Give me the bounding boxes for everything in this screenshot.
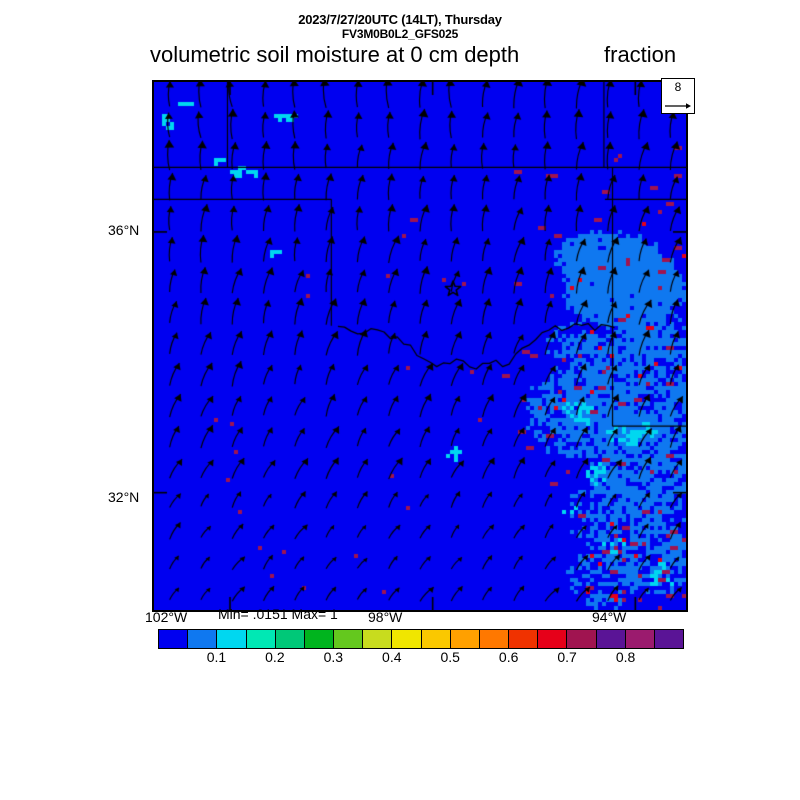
colorbar [158, 629, 684, 649]
colorbar-tick-0.8: 0.8 [615, 649, 636, 665]
colorbar-segment-9 [421, 630, 451, 648]
colorbar-segment-17 [654, 630, 684, 648]
lon-tick-102w: 102°W [145, 609, 188, 625]
colorbar-tick-0.7: 0.7 [557, 649, 577, 665]
colorbar-tick-0.3: 0.3 [323, 649, 344, 665]
units-label: fraction [604, 42, 677, 67]
colorbar-tick-labels: 0.1 0.2 0.3 0.4 0.5 0.6 0.7 0.8 [158, 649, 684, 669]
colorbar-segment-3 [246, 630, 276, 648]
colorbar-segment-0 [159, 630, 189, 648]
colorbar-segment-15 [596, 630, 626, 648]
colorbar-segment-4 [275, 630, 305, 648]
colorbar-tick-0.4: 0.4 [382, 649, 402, 665]
lat-tick-36n: 36°N [108, 222, 140, 238]
colorbar-segment-5 [304, 630, 335, 648]
colorbar-tick-0.6: 0.6 [498, 649, 519, 665]
colorbar-segment-6 [334, 630, 364, 648]
colorbar-segment-11 [479, 630, 510, 648]
colorbar-tick-0.2: 0.2 [265, 649, 285, 665]
vector-reference-value: 8 [674, 80, 682, 94]
title-model-id: FV3M0B0L2_GFS025 [341, 27, 459, 41]
lon-tick-94w: 94°W [592, 609, 627, 625]
colorbar-segment-7 [363, 630, 393, 648]
colorbar-segment-10 [450, 630, 480, 648]
colorbar-segment-1 [188, 630, 218, 648]
colorbar-segment-14 [567, 630, 597, 648]
colorbar-segment-16 [625, 630, 655, 648]
vector-reference-key: 8 [661, 78, 695, 114]
soil-moisture-raster [154, 82, 686, 610]
min-max-annotation: Min= .0151 Max= 1 [218, 606, 338, 622]
colorbar-segment-8 [392, 630, 422, 648]
lat-tick-32n: 32°N [108, 489, 140, 505]
page-title: volumetric soil moisture at 0 cm depth [150, 42, 520, 67]
colorbar-tick-0.1: 0.1 [206, 649, 227, 665]
colorbar-segment-13 [538, 630, 568, 648]
colorbar-segment-2 [217, 630, 247, 648]
title-timestamp: 2023/7/27/20UTC (14LT), Thursday [298, 12, 502, 27]
colorbar-segment-12 [509, 630, 539, 648]
right-arrow-icon [665, 103, 691, 109]
colorbar-tick-0.5: 0.5 [440, 649, 460, 665]
map-plot-area[interactable] [152, 80, 688, 612]
lon-tick-98w: 98°W [368, 609, 403, 625]
